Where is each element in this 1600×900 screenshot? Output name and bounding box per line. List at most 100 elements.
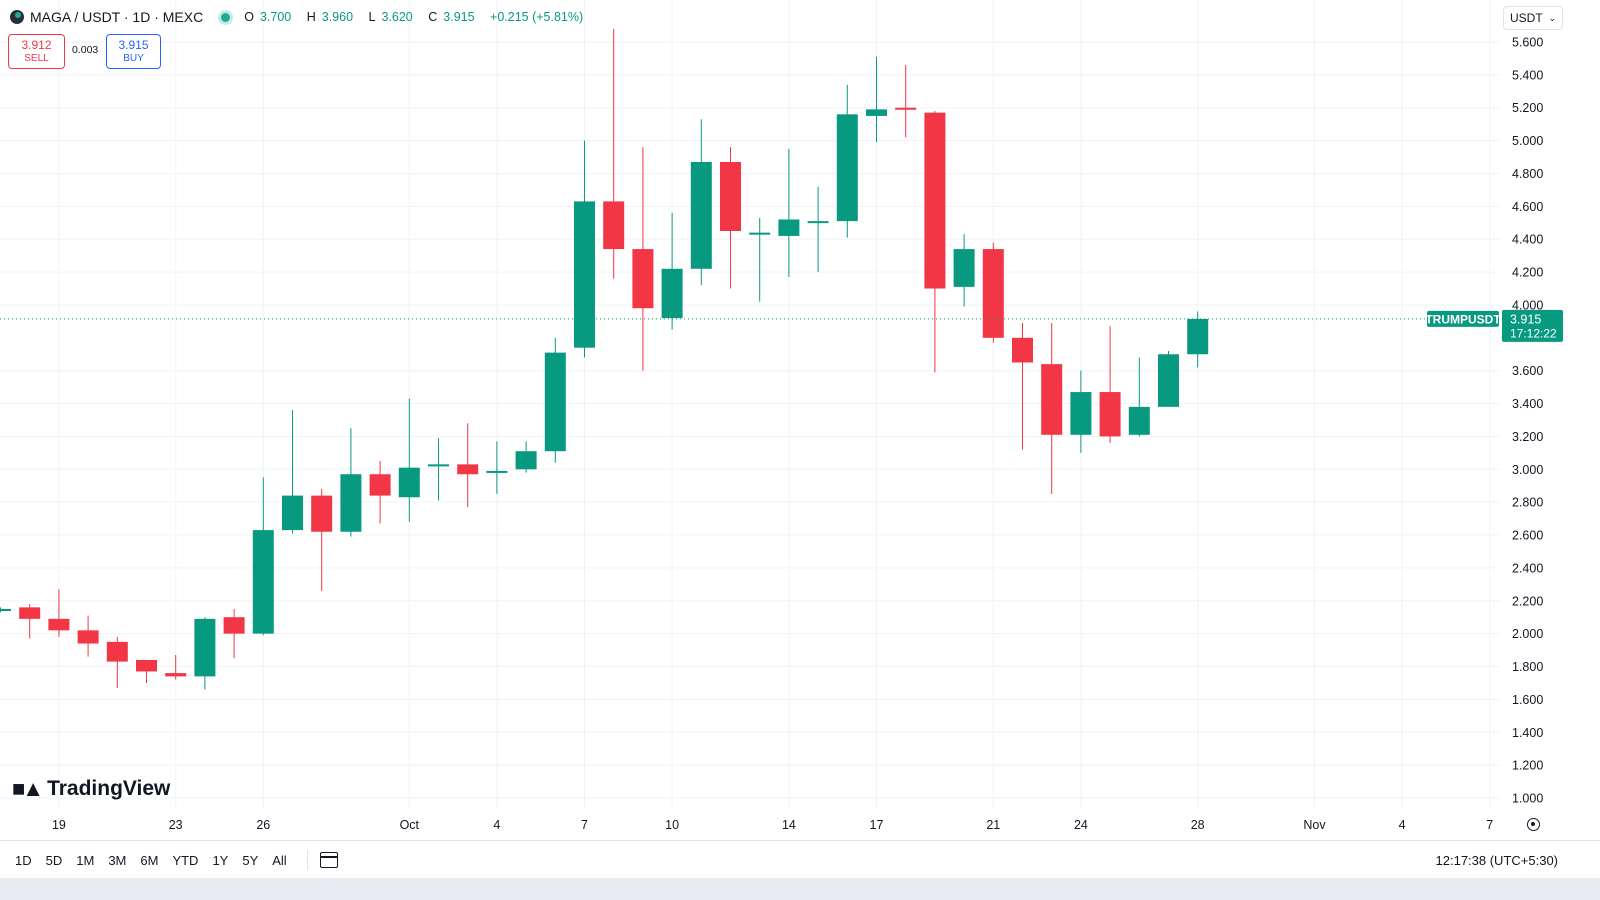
candle-body: [836, 114, 858, 222]
candle-body: [77, 630, 99, 644]
candle-up: [340, 428, 362, 537]
candlestick-chart[interactable]: 1.000 1.200 1.400 1.600 1.800 2.000 2.200 2.400…: [0, 0, 1600, 840]
range-6m-button[interactable]: 6M: [140, 852, 159, 868]
candle-body: [1187, 318, 1209, 355]
time-tick-label: 4: [493, 818, 500, 832]
time-tick-label: 24: [1074, 818, 1088, 832]
candle-up: [1158, 350, 1179, 407]
candle-down: [223, 608, 245, 659]
price-tick-label: 4.200: [1512, 266, 1543, 280]
candle-body: [398, 467, 420, 498]
time-tick-label: 26: [256, 818, 270, 832]
candle-up: [486, 441, 508, 494]
price-tick-label: 2.000: [1512, 627, 1543, 641]
candle-down: [136, 659, 157, 683]
candle-up: [866, 56, 887, 143]
candle-down: [982, 242, 1004, 343]
candle-up: [515, 441, 537, 473]
candle-up: [1187, 311, 1209, 368]
chevron-down-icon: ⌄: [1548, 12, 1556, 23]
price-tick-label: 5.200: [1512, 101, 1543, 115]
candle-up: [544, 337, 566, 463]
price-tick-label: 2.600: [1512, 529, 1543, 543]
range-1d-button[interactable]: 1D: [15, 852, 32, 868]
range-5d-button[interactable]: 5D: [45, 852, 63, 868]
candle-up: [778, 148, 800, 278]
candle-body: [720, 161, 741, 231]
sell-label: SELL: [24, 52, 49, 64]
time-tick-label: 23: [169, 818, 183, 832]
candle-body: [632, 249, 654, 309]
currency-value: USDT: [1510, 11, 1543, 25]
time-tick-label: 28: [1191, 818, 1205, 832]
candle-down: [895, 64, 917, 138]
candle-body: [544, 352, 566, 452]
price-tick-label: 5.400: [1512, 68, 1543, 82]
time-tick-label: 21: [986, 818, 1000, 832]
time-readout[interactable]: 12:17:38 (UTC+5:30): [1435, 852, 1558, 868]
price-axis[interactable]: 1.000 1.200 1.400 1.600 1.800 2.000 2.200 2.400…: [1512, 35, 1543, 805]
range-1m-button[interactable]: 1M: [76, 852, 95, 868]
time-tick-label: 10: [665, 818, 679, 832]
candle-down: [1012, 323, 1033, 450]
candle-up: [807, 186, 829, 273]
candle-up: [749, 217, 771, 302]
logo-text: TradingView: [47, 777, 171, 800]
range-all-button[interactable]: All: [272, 852, 287, 868]
candle-up: [1070, 370, 1092, 453]
tradingview-logo[interactable]: ■▲ TradingView: [12, 776, 170, 802]
range-ytd-button[interactable]: YTD: [172, 852, 199, 868]
buy-price: 3.915: [118, 37, 149, 52]
price-tick-label: 4.400: [1512, 233, 1543, 247]
candle-up: [428, 438, 449, 501]
candle-down: [369, 461, 391, 524]
candle-down: [165, 655, 187, 680]
time-tick-label: 7: [1486, 818, 1493, 832]
footer-strip: [0, 878, 1600, 900]
symbol-title[interactable]: MAGA / USDT · 1D · MEXC: [30, 9, 204, 25]
price-tick-label: 1.800: [1512, 660, 1543, 674]
time-tick-label: Oct: [400, 818, 420, 832]
candle-body: [661, 268, 683, 319]
candle-body: [778, 219, 800, 236]
candles: [0, 28, 1209, 690]
candle-down: [48, 589, 70, 637]
price-tick-label: 3.200: [1512, 430, 1543, 444]
candle-down: [1041, 323, 1063, 494]
buy-button[interactable]: 3.915 BUY: [106, 34, 161, 69]
price-tick-label: 4.000: [1512, 298, 1543, 312]
gear-icon[interactable]: [1527, 818, 1540, 831]
candle-body: [194, 618, 216, 677]
time-axis[interactable]: 19 23 26 Oct 4 7 10 14 17 21 24 28 Nov 4 7: [52, 818, 1493, 832]
candle-body: [749, 232, 771, 235]
calendar-icon[interactable]: [319, 852, 338, 868]
candle-body: [457, 464, 479, 475]
candle-body: [282, 495, 303, 531]
candle-body: [48, 618, 70, 631]
candle-up: [0, 607, 11, 613]
candle-up: [836, 84, 858, 238]
currency-select[interactable]: USDT ⌄: [1503, 6, 1563, 30]
range-5y-button[interactable]: 5Y: [242, 852, 259, 868]
time-tick-label: 17: [870, 818, 884, 832]
price-tick-label: 4.800: [1512, 167, 1543, 181]
candle-up: [1128, 357, 1150, 437]
price-tick-label: 5.600: [1512, 35, 1543, 49]
candle-up: [574, 140, 595, 358]
price-tick-label: 3.600: [1512, 364, 1543, 378]
tv-mark-icon: ■▲: [12, 776, 44, 801]
candle-body: [924, 112, 946, 289]
time-tick-label: 4: [1399, 818, 1406, 832]
symbol-badge: [1427, 310, 1499, 327]
price-tick-label: 3.000: [1512, 463, 1543, 477]
spread-value: 0.003: [72, 44, 99, 56]
close-value: 3.915: [443, 10, 475, 24]
sell-price: 3.912: [21, 37, 52, 52]
range-1y-button[interactable]: 1Y: [212, 852, 229, 868]
sell-button[interactable]: 3.912 SELL: [8, 34, 65, 69]
price-tick-label: 4.600: [1512, 200, 1543, 214]
price-tick-label: 1.000: [1512, 792, 1543, 806]
range-3m-button[interactable]: 3M: [108, 852, 127, 868]
